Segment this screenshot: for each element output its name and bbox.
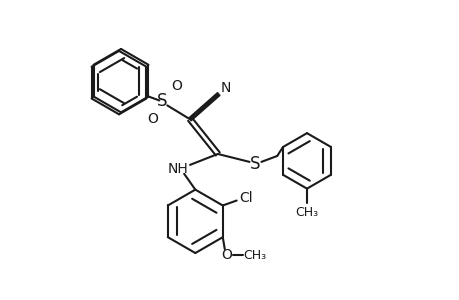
Text: CH₃: CH₃	[242, 248, 265, 262]
Text: O: O	[170, 79, 181, 93]
Text: O: O	[147, 112, 157, 126]
Text: S: S	[157, 92, 167, 110]
Text: O: O	[221, 248, 232, 262]
Text: N: N	[220, 81, 230, 94]
Text: NH: NH	[168, 162, 188, 176]
Text: S: S	[250, 155, 260, 173]
Text: Cl: Cl	[239, 190, 253, 205]
Text: CH₃: CH₃	[295, 206, 318, 219]
